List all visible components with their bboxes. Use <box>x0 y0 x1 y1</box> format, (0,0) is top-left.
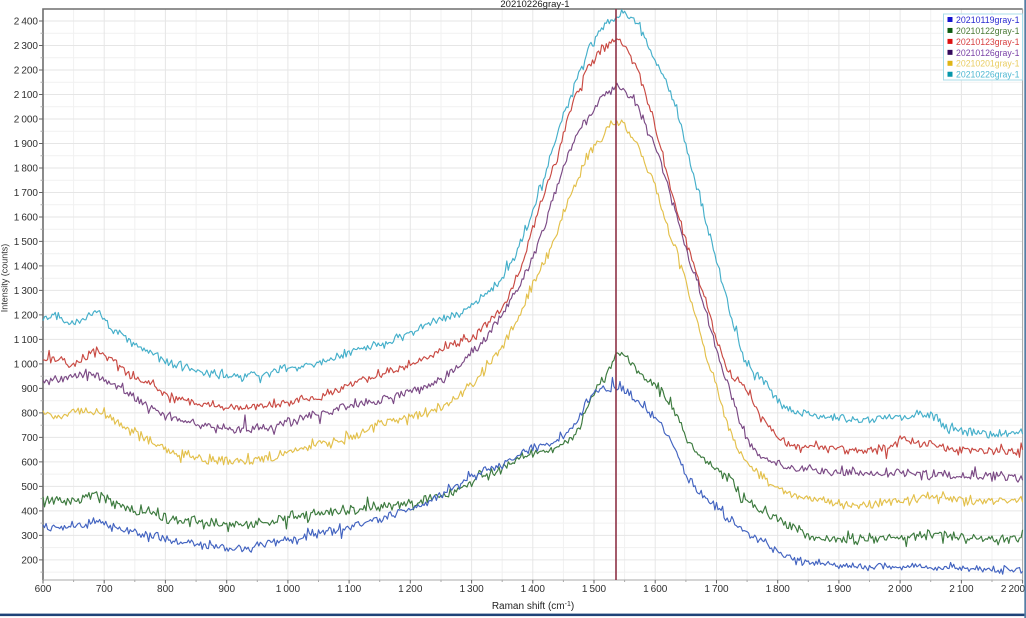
svg-text:1 400: 1 400 <box>14 261 39 272</box>
svg-text:1 000: 1 000 <box>14 359 39 370</box>
svg-text:1 100: 1 100 <box>337 584 362 595</box>
svg-text:20210226gray-1: 20210226gray-1 <box>956 70 1020 81</box>
svg-text:900: 900 <box>218 584 235 595</box>
svg-text:2 200: 2 200 <box>1001 584 1026 595</box>
svg-text:800: 800 <box>157 584 174 595</box>
svg-text:2 100: 2 100 <box>14 90 39 101</box>
svg-text:1 500: 1 500 <box>582 584 607 595</box>
svg-text:2 100: 2 100 <box>949 584 974 595</box>
svg-text:900: 900 <box>21 384 38 395</box>
svg-text:2 000: 2 000 <box>888 584 913 595</box>
svg-text:1 500: 1 500 <box>14 237 39 248</box>
svg-text:1 200: 1 200 <box>14 310 39 321</box>
svg-text:1 300: 1 300 <box>459 584 484 595</box>
svg-text:1 600: 1 600 <box>14 213 39 224</box>
svg-text:1 800: 1 800 <box>14 164 39 175</box>
svg-text:2 200: 2 200 <box>14 66 39 77</box>
svg-text:20210201gray-1: 20210201gray-1 <box>956 59 1020 70</box>
svg-text:20210119gray-1: 20210119gray-1 <box>956 15 1020 26</box>
svg-text:1 700: 1 700 <box>704 584 729 595</box>
svg-text:1 900: 1 900 <box>827 584 852 595</box>
svg-text:700: 700 <box>21 433 38 444</box>
svg-text:600: 600 <box>21 457 38 468</box>
svg-text:700: 700 <box>96 584 113 595</box>
svg-text:200: 200 <box>21 555 38 566</box>
svg-text:300: 300 <box>21 531 38 542</box>
svg-text:2 300: 2 300 <box>14 41 39 52</box>
svg-text:1 800: 1 800 <box>766 584 791 595</box>
svg-text:1 100: 1 100 <box>14 335 39 346</box>
svg-text:20210122gray-1: 20210122gray-1 <box>956 26 1020 37</box>
svg-text:600: 600 <box>35 584 52 595</box>
svg-text:1 300: 1 300 <box>14 286 39 297</box>
svg-text:500: 500 <box>21 482 38 493</box>
svg-text:1 000: 1 000 <box>276 584 301 595</box>
svg-text:20210126gray-1: 20210126gray-1 <box>956 48 1020 59</box>
svg-text:800: 800 <box>21 408 38 419</box>
svg-text:2 000: 2 000 <box>14 115 39 126</box>
svg-text:Intensity (counts): Intensity (counts) <box>0 244 10 313</box>
svg-text:400: 400 <box>21 506 38 517</box>
svg-text:1 600: 1 600 <box>643 584 668 595</box>
svg-text:1 700: 1 700 <box>14 188 39 199</box>
svg-text:20210226gray-1: 20210226gray-1 <box>500 0 569 10</box>
svg-text:20210123gray-1: 20210123gray-1 <box>956 37 1020 48</box>
svg-text:2 400: 2 400 <box>14 17 39 28</box>
svg-text:1 400: 1 400 <box>521 584 546 595</box>
svg-text:1 900: 1 900 <box>14 139 39 150</box>
svg-text:Raman shift (cm-1): Raman shift (cm-1) <box>492 601 574 612</box>
svg-text:1 200: 1 200 <box>398 584 423 595</box>
